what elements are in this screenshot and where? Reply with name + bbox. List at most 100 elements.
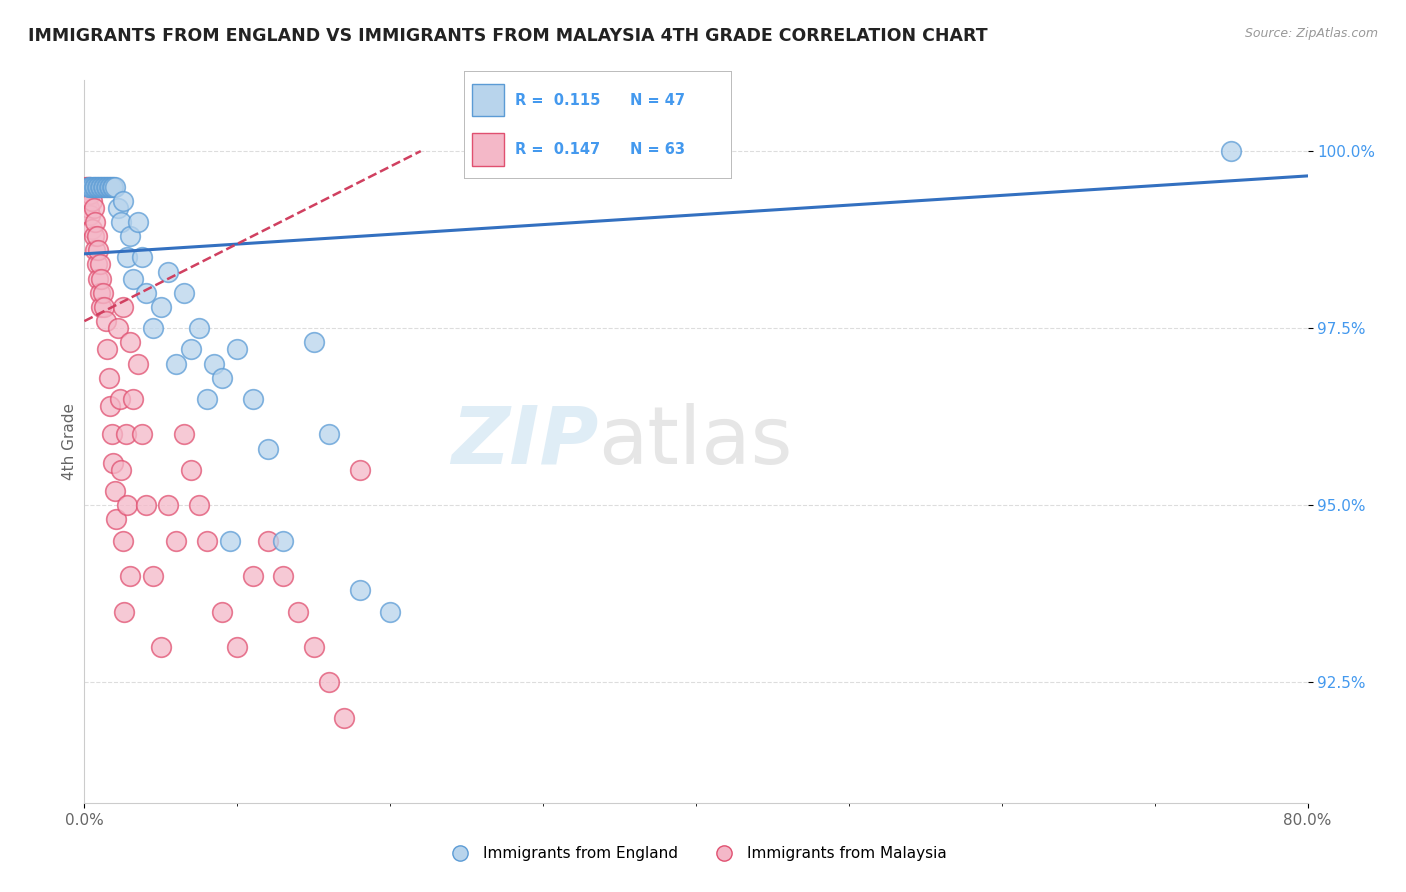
- Point: [127, 215, 149, 229]
- Point: [91, 179, 114, 194]
- Text: N = 63: N = 63: [630, 142, 685, 157]
- Point: [91, 285, 114, 300]
- Point: [89, 179, 111, 194]
- Point: [98, 399, 121, 413]
- Text: Source: ZipAtlas.com: Source: ZipAtlas.com: [1244, 27, 1378, 40]
- Point: [302, 640, 325, 654]
- Point: [86, 257, 108, 271]
- Point: [149, 640, 172, 654]
- Point: [97, 371, 120, 385]
- Point: [114, 427, 136, 442]
- Point: [115, 498, 138, 512]
- Point: [79, 208, 101, 222]
- Point: [76, 194, 98, 208]
- Point: [218, 533, 240, 548]
- Point: [103, 179, 125, 194]
- Point: [318, 675, 340, 690]
- Point: [84, 179, 107, 194]
- Point: [173, 427, 195, 442]
- Point: [75, 179, 97, 194]
- Point: [112, 605, 135, 619]
- Y-axis label: 4th Grade: 4th Grade: [62, 403, 77, 480]
- Text: R =  0.147: R = 0.147: [515, 142, 600, 157]
- Point: [87, 179, 110, 194]
- Text: atlas: atlas: [598, 402, 793, 481]
- Point: [111, 194, 134, 208]
- Point: [242, 392, 264, 406]
- Point: [83, 229, 105, 244]
- Point: [90, 300, 112, 314]
- Point: [165, 533, 187, 548]
- Point: [90, 271, 112, 285]
- Point: [188, 321, 211, 335]
- Point: [86, 179, 108, 194]
- Bar: [472, 84, 505, 116]
- Point: [165, 357, 187, 371]
- Point: [110, 215, 132, 229]
- Point: [131, 251, 153, 265]
- Bar: [472, 134, 505, 166]
- Point: [349, 463, 371, 477]
- Point: [318, 427, 340, 442]
- Point: [157, 498, 180, 512]
- Point: [380, 605, 402, 619]
- Point: [93, 179, 115, 194]
- Point: [108, 392, 131, 406]
- Point: [89, 257, 111, 271]
- Point: [173, 285, 195, 300]
- Point: [302, 335, 325, 350]
- Point: [77, 179, 100, 194]
- Point: [142, 569, 165, 583]
- Point: [86, 229, 108, 244]
- Point: [180, 343, 202, 357]
- Point: [120, 229, 142, 244]
- Point: [89, 285, 111, 300]
- Point: [87, 244, 110, 258]
- Point: [83, 179, 105, 194]
- Point: [101, 427, 124, 442]
- Point: [96, 343, 118, 357]
- Point: [96, 179, 118, 194]
- Point: [84, 244, 107, 258]
- Point: [122, 392, 145, 406]
- Point: [111, 300, 134, 314]
- Point: [79, 179, 101, 194]
- Text: R =  0.115: R = 0.115: [515, 93, 600, 108]
- Point: [98, 179, 121, 194]
- Point: [271, 569, 294, 583]
- Point: [149, 300, 172, 314]
- Point: [120, 569, 142, 583]
- Point: [142, 321, 165, 335]
- Point: [242, 569, 264, 583]
- Point: [80, 222, 103, 236]
- Point: [80, 194, 103, 208]
- Point: [97, 179, 120, 194]
- Point: [202, 357, 225, 371]
- Point: [83, 201, 105, 215]
- Point: [226, 343, 249, 357]
- Point: [349, 583, 371, 598]
- Point: [271, 533, 294, 548]
- Point: [226, 640, 249, 654]
- Point: [107, 201, 129, 215]
- Point: [87, 271, 110, 285]
- Point: [131, 427, 153, 442]
- Point: [111, 533, 134, 548]
- Point: [135, 285, 157, 300]
- Point: [84, 215, 107, 229]
- Point: [77, 201, 100, 215]
- Point: [104, 179, 127, 194]
- Point: [195, 392, 218, 406]
- Point: [257, 533, 280, 548]
- Legend: Immigrants from England, Immigrants from Malaysia: Immigrants from England, Immigrants from…: [439, 840, 953, 867]
- Point: [333, 711, 356, 725]
- Point: [211, 371, 233, 385]
- Text: ZIP: ZIP: [451, 402, 598, 481]
- Point: [287, 605, 309, 619]
- Point: [105, 512, 128, 526]
- Point: [93, 300, 115, 314]
- Point: [127, 357, 149, 371]
- Point: [94, 179, 117, 194]
- Point: [94, 314, 117, 328]
- Point: [90, 179, 112, 194]
